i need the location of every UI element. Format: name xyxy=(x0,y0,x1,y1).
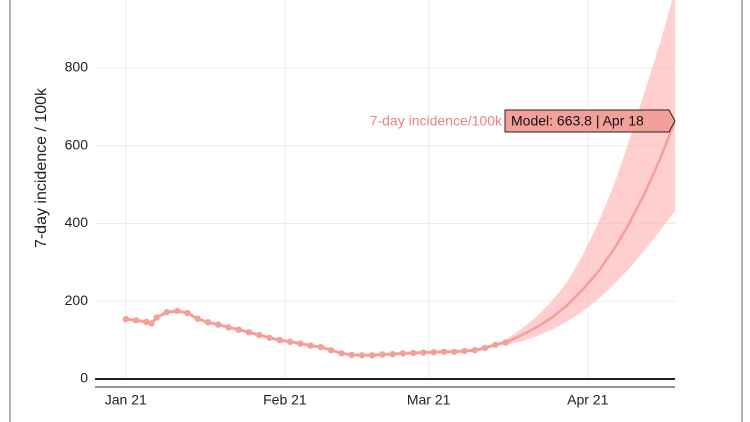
data-point xyxy=(471,347,479,354)
data-point xyxy=(194,315,201,322)
hover-name: 7-day incidence/100k xyxy=(370,113,503,129)
x-tick-label: Feb 21 xyxy=(263,392,307,408)
data-point xyxy=(266,334,273,341)
data-point xyxy=(440,348,448,355)
y-axis-label: 7-day incidence / 100k xyxy=(33,87,50,248)
data-point xyxy=(163,308,171,316)
axes: 0 200 400 600 800 Jan 21 Feb 21 Mar 21 Apr 21 xyxy=(65,59,675,408)
x-tick-label: Apr 21 xyxy=(567,392,608,408)
data-point xyxy=(410,349,417,357)
series-line xyxy=(505,120,675,344)
hover-label: Model: 663.8 | Apr 18 7-day incidence/100… xyxy=(370,109,676,133)
data-point xyxy=(358,352,366,359)
data-point xyxy=(173,307,181,315)
data-point xyxy=(461,347,468,355)
hover-text: Model: 663.8 | Apr 18 xyxy=(511,113,644,129)
data-point xyxy=(153,314,160,321)
data-point xyxy=(379,351,386,358)
data-point xyxy=(204,319,212,326)
x-tick-label: Mar 21 xyxy=(407,392,451,408)
data-point xyxy=(327,347,335,354)
y-tick-label: 0 xyxy=(80,370,88,386)
data-point xyxy=(225,324,232,331)
data-point xyxy=(297,340,304,347)
data-point xyxy=(338,350,345,357)
data-point xyxy=(307,342,314,349)
data-point xyxy=(368,352,376,359)
data-point xyxy=(481,344,489,352)
data-point xyxy=(235,326,242,333)
data-point xyxy=(430,348,437,356)
data-point xyxy=(184,309,191,317)
data-point xyxy=(132,317,140,324)
data-point xyxy=(389,350,396,358)
data-point xyxy=(148,320,155,327)
data-point xyxy=(214,321,222,328)
uncertainty-band xyxy=(505,0,675,345)
data-point xyxy=(317,343,325,351)
data-point xyxy=(348,351,355,359)
y-tick-label: 800 xyxy=(65,59,89,75)
x-tick-label: Jan 21 xyxy=(105,392,147,408)
data-point xyxy=(143,318,150,326)
data-point xyxy=(245,329,253,336)
y-tick-label: 200 xyxy=(65,292,89,308)
data-point xyxy=(399,350,407,357)
data-point xyxy=(256,331,263,339)
data-point xyxy=(286,338,294,345)
hover-box xyxy=(504,109,676,133)
data-point xyxy=(276,336,283,344)
data-point xyxy=(122,315,129,323)
data-point xyxy=(492,341,499,348)
y-tick-label: 400 xyxy=(65,214,89,230)
data-point xyxy=(451,348,458,355)
y-tick-label: 600 xyxy=(65,136,89,152)
plot-area xyxy=(122,0,675,359)
data-point xyxy=(420,349,427,356)
